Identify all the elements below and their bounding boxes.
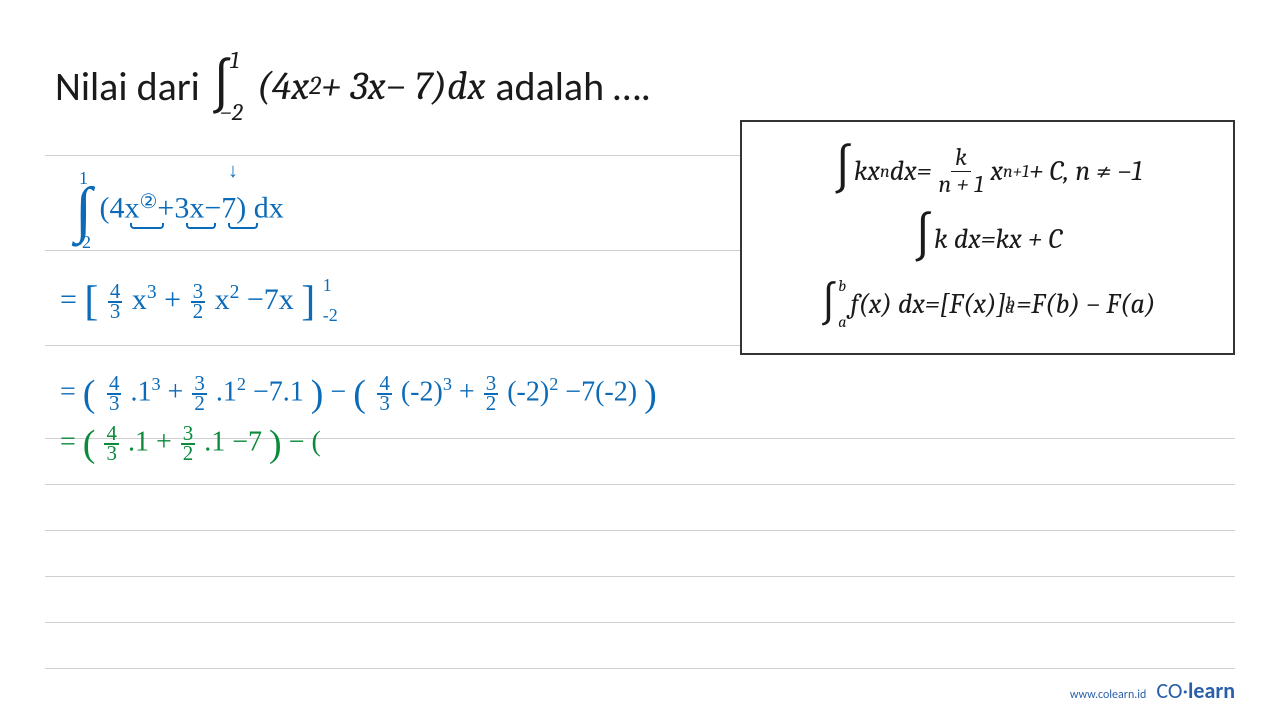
work-line-4: = ( 43 .1 + 32 .1 −7 ) − ( — [60, 422, 321, 466]
arrow-down-icon: ↓ — [228, 160, 238, 183]
question-suffix: adalah …. — [495, 62, 650, 111]
work-line-3: = ( 43 .13 + 32 .12 −7.1 ) − ( 43 (-2)3 … — [60, 372, 657, 416]
work-line-1: 1 ∫ -2 (4x②+3x−7) dx — [75, 168, 284, 253]
footer-branding: www.colearn.id CO·learn — [1070, 677, 1235, 704]
constant-rule: ∫ k dx = kx + C — [756, 210, 1219, 268]
question-integral: ∫ 1 −2 (4x2 + 3x − 7)dx — [210, 54, 486, 118]
power-rule: ∫ kxn dx = kn + 1 xn+1 + C, n ≠ −1 — [756, 142, 1219, 200]
footer-url: www.colearn.id — [1070, 688, 1146, 702]
question-prefix: Nilai dari — [55, 62, 200, 111]
definite-integral-rule: ∫ ba f(x) dx = [F(x)]ba = F(b) − F(a) — [756, 278, 1219, 329]
question-text: Nilai dari ∫ 1 −2 (4x2 + 3x − 7)dx adala… — [55, 54, 651, 118]
brand-logo: CO·learn — [1156, 677, 1235, 704]
formula-box: ∫ kxn dx = kn + 1 xn+1 + C, n ≠ −1 ∫ k d… — [740, 120, 1235, 355]
work-line-2: = [ 43 x3 + 32 x2 −7x ] 1-2 — [60, 278, 338, 326]
